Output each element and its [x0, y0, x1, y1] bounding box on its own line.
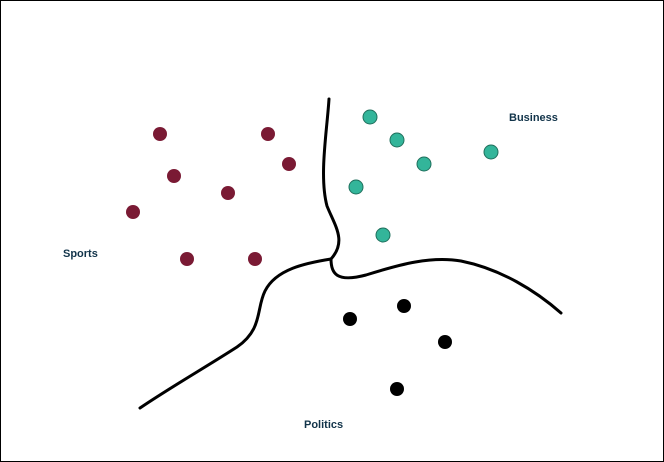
boundary-business-politics	[329, 257, 563, 315]
sports-point	[221, 186, 235, 200]
sports-point	[126, 205, 140, 219]
boundary-sports-business	[322, 97, 341, 261]
sports-cluster-label: Sports	[63, 248, 98, 260]
politics-point	[438, 335, 452, 349]
business-point	[375, 227, 391, 243]
politics-point	[397, 299, 411, 313]
business-point	[362, 109, 378, 125]
sports-point	[167, 169, 181, 183]
sports-point	[282, 157, 296, 171]
sports-point	[248, 252, 262, 266]
sports-points	[126, 127, 296, 266]
business-points	[348, 109, 499, 243]
sports-point	[180, 252, 194, 266]
boundary-sports-politics	[138, 257, 333, 410]
sports-point	[261, 127, 275, 141]
politics-point	[390, 382, 404, 396]
politics-points	[343, 299, 452, 396]
business-point	[348, 179, 364, 195]
sports-point	[153, 127, 167, 141]
politics-point	[343, 312, 357, 326]
business-cluster-label: Business	[509, 112, 558, 124]
politics-cluster-label: Politics	[304, 419, 344, 431]
business-point	[389, 132, 405, 148]
business-point	[483, 144, 499, 160]
business-point	[416, 156, 432, 172]
